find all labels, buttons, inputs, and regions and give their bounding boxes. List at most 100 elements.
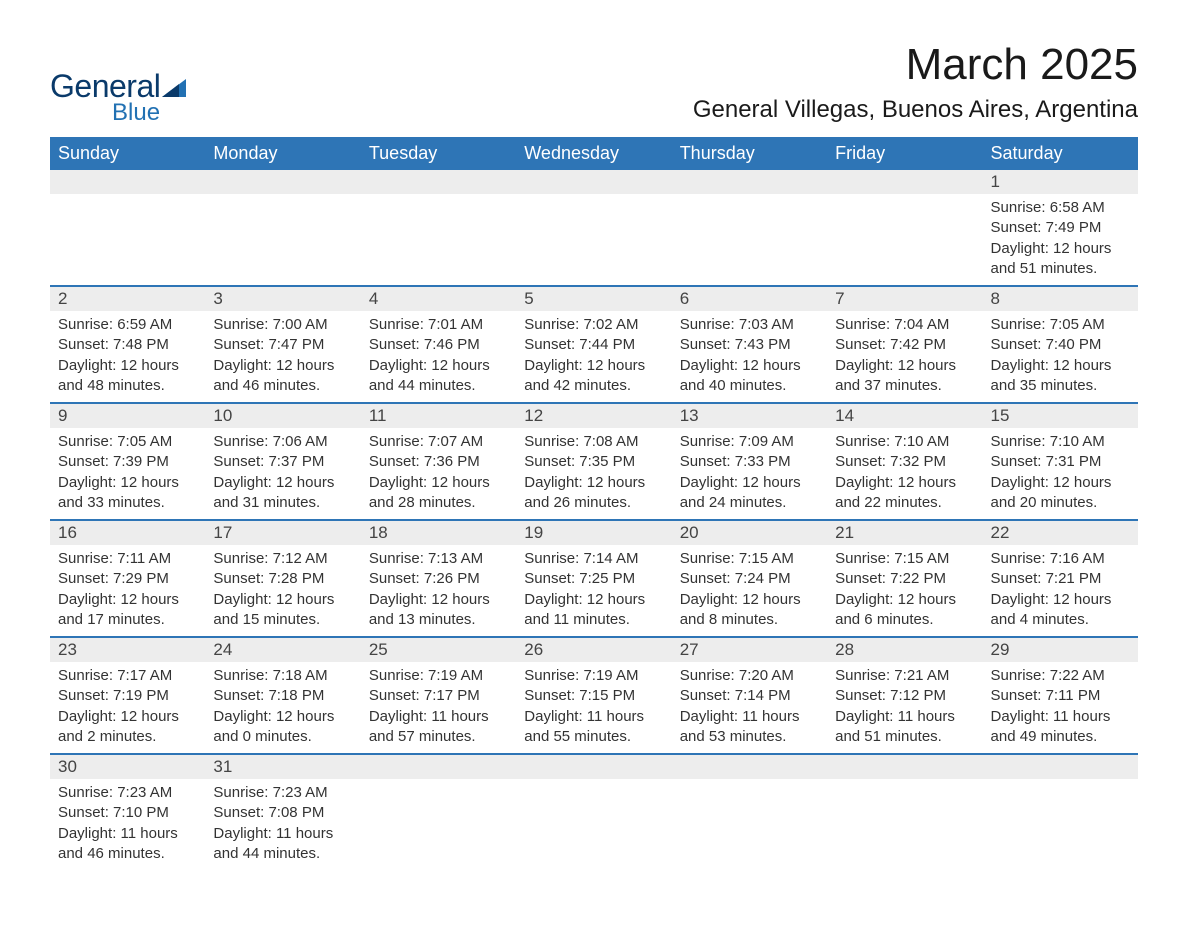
calendar-cell <box>361 754 516 870</box>
title-block: March 2025 General Villegas, Buenos Aire… <box>693 40 1138 124</box>
calendar-cell: 15Sunrise: 7:10 AMSunset: 7:31 PMDayligh… <box>983 403 1138 520</box>
calendar-cell: 6Sunrise: 7:03 AMSunset: 7:43 PMDaylight… <box>672 286 827 403</box>
page-header: General Blue March 2025 General Villegas… <box>50 40 1138 127</box>
calendar-cell: 31Sunrise: 7:23 AMSunset: 7:08 PMDayligh… <box>205 754 360 870</box>
day-info: Sunrise: 7:09 AMSunset: 7:33 PMDaylight:… <box>672 428 827 519</box>
sunset-line: Sunset: 7:22 PM <box>835 569 974 589</box>
day-number-band: 20 <box>672 521 827 545</box>
daylight-line: Daylight: 12 hours and 0 minutes. <box>213 707 352 748</box>
day-info: Sunrise: 7:04 AMSunset: 7:42 PMDaylight:… <box>827 311 982 402</box>
day-info: Sunrise: 7:23 AMSunset: 7:10 PMDaylight:… <box>50 779 205 870</box>
sunset-line: Sunset: 7:18 PM <box>213 686 352 706</box>
day-number-band <box>516 170 671 194</box>
day-info: Sunrise: 7:20 AMSunset: 7:14 PMDaylight:… <box>672 662 827 753</box>
day-number-band: 15 <box>983 404 1138 428</box>
sunset-line: Sunset: 7:21 PM <box>991 569 1130 589</box>
day-header: Tuesday <box>361 137 516 170</box>
daylight-line: Daylight: 12 hours and 15 minutes. <box>213 590 352 631</box>
sunrise-line: Sunrise: 7:11 AM <box>58 549 197 569</box>
day-number-band: 7 <box>827 287 982 311</box>
day-info: Sunrise: 7:18 AMSunset: 7:18 PMDaylight:… <box>205 662 360 753</box>
location-subtitle: General Villegas, Buenos Aires, Argentin… <box>693 96 1138 124</box>
calendar-cell: 19Sunrise: 7:14 AMSunset: 7:25 PMDayligh… <box>516 520 671 637</box>
day-number-band: 16 <box>50 521 205 545</box>
day-info: Sunrise: 7:19 AMSunset: 7:17 PMDaylight:… <box>361 662 516 753</box>
daylight-line: Daylight: 12 hours and 4 minutes. <box>991 590 1130 631</box>
sunrise-line: Sunrise: 7:13 AM <box>369 549 508 569</box>
calendar-cell: 26Sunrise: 7:19 AMSunset: 7:15 PMDayligh… <box>516 637 671 754</box>
daylight-line: Daylight: 12 hours and 31 minutes. <box>213 473 352 514</box>
sunrise-line: Sunrise: 6:59 AM <box>58 315 197 335</box>
sunrise-line: Sunrise: 7:18 AM <box>213 666 352 686</box>
day-number-band <box>983 755 1138 779</box>
day-header: Wednesday <box>516 137 671 170</box>
daylight-line: Daylight: 12 hours and 42 minutes. <box>524 356 663 397</box>
sunset-line: Sunset: 7:12 PM <box>835 686 974 706</box>
calendar-cell: 21Sunrise: 7:15 AMSunset: 7:22 PMDayligh… <box>827 520 982 637</box>
sunset-line: Sunset: 7:17 PM <box>369 686 508 706</box>
sunset-line: Sunset: 7:36 PM <box>369 452 508 472</box>
sunrise-line: Sunrise: 7:15 AM <box>680 549 819 569</box>
sunset-line: Sunset: 7:40 PM <box>991 335 1130 355</box>
calendar-cell: 29Sunrise: 7:22 AMSunset: 7:11 PMDayligh… <box>983 637 1138 754</box>
daylight-line: Daylight: 12 hours and 35 minutes. <box>991 356 1130 397</box>
sunset-line: Sunset: 7:24 PM <box>680 569 819 589</box>
daylight-line: Daylight: 12 hours and 24 minutes. <box>680 473 819 514</box>
calendar-cell: 13Sunrise: 7:09 AMSunset: 7:33 PMDayligh… <box>672 403 827 520</box>
calendar-cell: 4Sunrise: 7:01 AMSunset: 7:46 PMDaylight… <box>361 286 516 403</box>
day-info: Sunrise: 7:15 AMSunset: 7:24 PMDaylight:… <box>672 545 827 636</box>
sunset-line: Sunset: 7:29 PM <box>58 569 197 589</box>
sunset-line: Sunset: 7:33 PM <box>680 452 819 472</box>
sunset-line: Sunset: 7:19 PM <box>58 686 197 706</box>
day-number-band: 29 <box>983 638 1138 662</box>
day-info: Sunrise: 7:11 AMSunset: 7:29 PMDaylight:… <box>50 545 205 636</box>
calendar-week: 1Sunrise: 6:58 AMSunset: 7:49 PMDaylight… <box>50 170 1138 286</box>
calendar-cell: 25Sunrise: 7:19 AMSunset: 7:17 PMDayligh… <box>361 637 516 754</box>
day-number-band <box>827 755 982 779</box>
logo: General Blue <box>50 40 186 127</box>
day-number-band: 13 <box>672 404 827 428</box>
daylight-line: Daylight: 12 hours and 37 minutes. <box>835 356 974 397</box>
calendar-cell: 10Sunrise: 7:06 AMSunset: 7:37 PMDayligh… <box>205 403 360 520</box>
day-number-band: 19 <box>516 521 671 545</box>
day-number-band: 27 <box>672 638 827 662</box>
sunset-line: Sunset: 7:28 PM <box>213 569 352 589</box>
sunset-line: Sunset: 7:49 PM <box>991 218 1130 238</box>
sunrise-line: Sunrise: 7:10 AM <box>991 432 1130 452</box>
sunset-line: Sunset: 7:39 PM <box>58 452 197 472</box>
sunrise-line: Sunrise: 7:03 AM <box>680 315 819 335</box>
daylight-line: Daylight: 12 hours and 46 minutes. <box>213 356 352 397</box>
day-number-band: 30 <box>50 755 205 779</box>
day-header: Thursday <box>672 137 827 170</box>
calendar-cell: 9Sunrise: 7:05 AMSunset: 7:39 PMDaylight… <box>50 403 205 520</box>
day-number-band <box>516 755 671 779</box>
daylight-line: Daylight: 12 hours and 33 minutes. <box>58 473 197 514</box>
day-header: Saturday <box>983 137 1138 170</box>
day-info: Sunrise: 7:17 AMSunset: 7:19 PMDaylight:… <box>50 662 205 753</box>
calendar-cell: 18Sunrise: 7:13 AMSunset: 7:26 PMDayligh… <box>361 520 516 637</box>
calendar-cell: 28Sunrise: 7:21 AMSunset: 7:12 PMDayligh… <box>827 637 982 754</box>
daylight-line: Daylight: 11 hours and 51 minutes. <box>835 707 974 748</box>
calendar-week: 9Sunrise: 7:05 AMSunset: 7:39 PMDaylight… <box>50 403 1138 520</box>
sunrise-line: Sunrise: 7:19 AM <box>369 666 508 686</box>
daylight-line: Daylight: 12 hours and 20 minutes. <box>991 473 1130 514</box>
day-number-band: 1 <box>983 170 1138 194</box>
day-header-row: Sunday Monday Tuesday Wednesday Thursday… <box>50 137 1138 170</box>
day-header: Sunday <box>50 137 205 170</box>
calendar-cell <box>50 170 205 286</box>
sunset-line: Sunset: 7:10 PM <box>58 803 197 823</box>
calendar-cell: 17Sunrise: 7:12 AMSunset: 7:28 PMDayligh… <box>205 520 360 637</box>
day-info: Sunrise: 6:58 AMSunset: 7:49 PMDaylight:… <box>983 194 1138 285</box>
day-number-band: 11 <box>361 404 516 428</box>
calendar-cell <box>516 754 671 870</box>
calendar-cell: 23Sunrise: 7:17 AMSunset: 7:19 PMDayligh… <box>50 637 205 754</box>
sunset-line: Sunset: 7:14 PM <box>680 686 819 706</box>
daylight-line: Daylight: 12 hours and 40 minutes. <box>680 356 819 397</box>
calendar-cell: 24Sunrise: 7:18 AMSunset: 7:18 PMDayligh… <box>205 637 360 754</box>
sunset-line: Sunset: 7:43 PM <box>680 335 819 355</box>
daylight-line: Daylight: 12 hours and 13 minutes. <box>369 590 508 631</box>
sunrise-line: Sunrise: 7:20 AM <box>680 666 819 686</box>
sunrise-line: Sunrise: 7:17 AM <box>58 666 197 686</box>
sunset-line: Sunset: 7:48 PM <box>58 335 197 355</box>
sunset-line: Sunset: 7:35 PM <box>524 452 663 472</box>
